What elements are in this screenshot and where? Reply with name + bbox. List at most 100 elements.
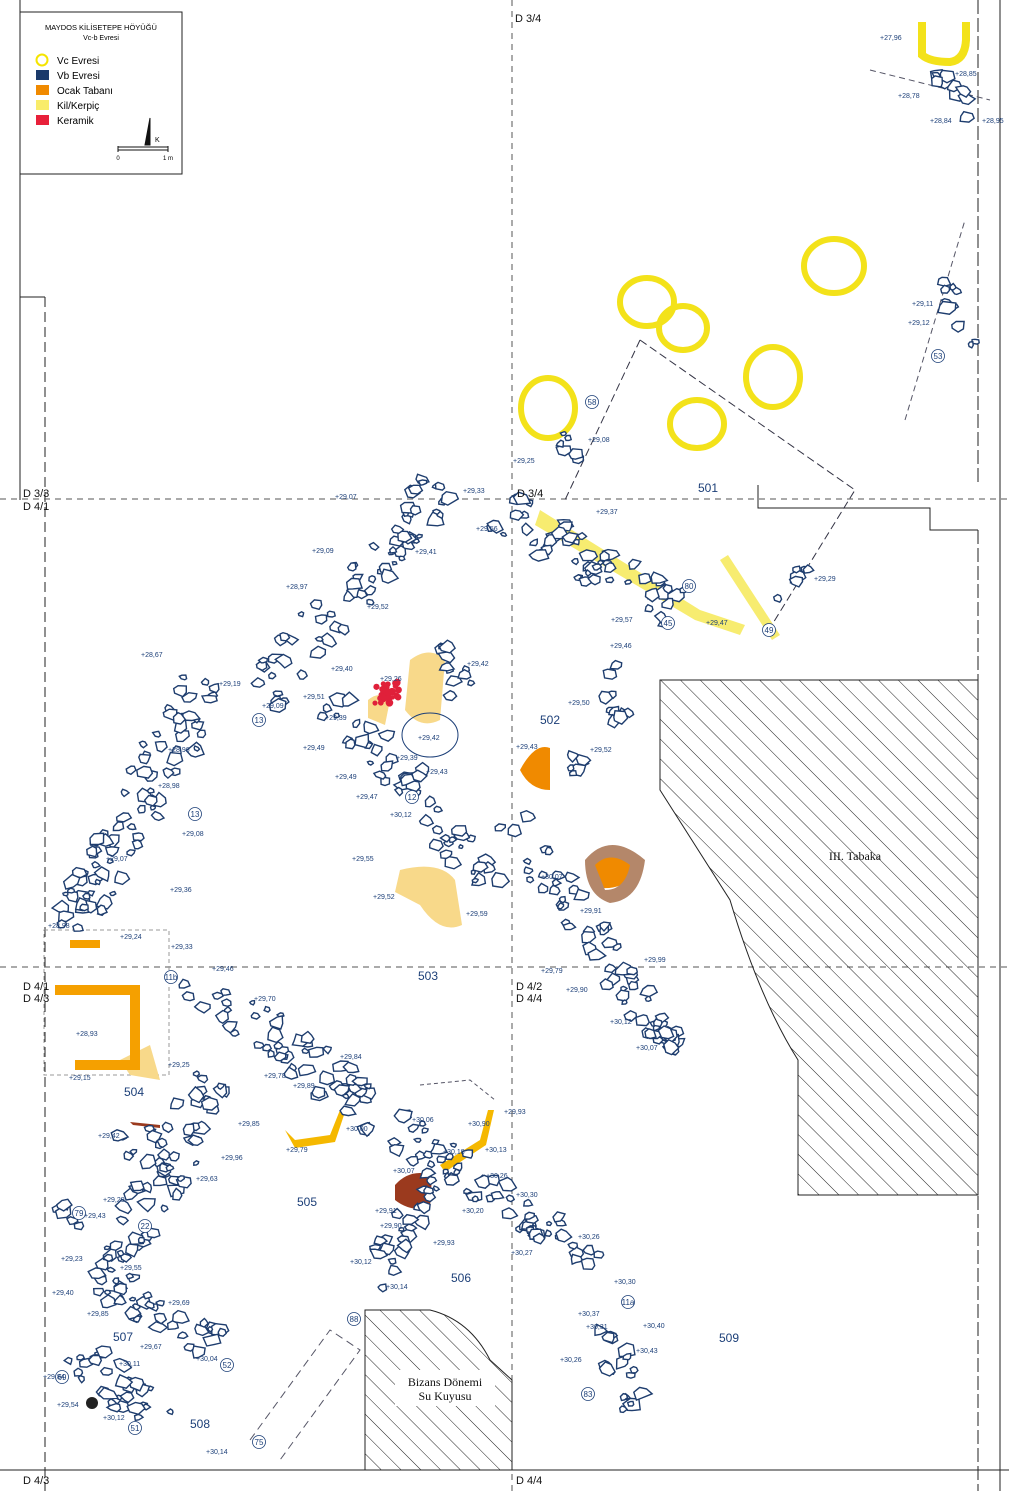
legend-swatch [36, 100, 49, 110]
grid-label: D 4/1 [23, 981, 49, 993]
stone [200, 1096, 219, 1111]
stone [471, 1195, 480, 1203]
stone [172, 711, 187, 725]
stone [407, 484, 424, 495]
stone [434, 481, 446, 491]
stone [380, 568, 400, 584]
stone [366, 598, 375, 606]
stone [490, 1190, 505, 1200]
area-number: 502 [540, 713, 560, 727]
stone [62, 891, 69, 897]
stone [626, 966, 639, 976]
stone [217, 1327, 228, 1337]
ceramic [372, 700, 378, 706]
stone [274, 653, 293, 669]
elevation: +28,96 [168, 747, 190, 754]
elevation: +28,95 [982, 118, 1004, 125]
elevation: +29,85 [87, 1311, 109, 1318]
stone [87, 1267, 107, 1280]
wall-marker [220, 1358, 234, 1372]
elevation: +30,12 [390, 812, 412, 819]
wall-marker [128, 1421, 142, 1435]
stone [62, 873, 81, 890]
grid-label: D 4/4 [516, 1475, 542, 1487]
elevation: +29,78 [264, 1073, 286, 1080]
stone [366, 760, 375, 766]
stone [126, 849, 136, 857]
elevation: +28,84 [930, 118, 952, 125]
elevation: +29,11 [912, 301, 933, 308]
deposit [585, 845, 645, 903]
stone [166, 751, 184, 767]
stone [113, 1294, 127, 1306]
wall-number: 49 [765, 626, 774, 635]
stone [123, 1150, 135, 1162]
stone [501, 1207, 519, 1220]
stone [207, 1325, 214, 1333]
stone [108, 890, 117, 897]
stone [191, 1345, 206, 1359]
stone [613, 710, 629, 725]
elevation: +30,12 [610, 1019, 632, 1026]
stone [644, 587, 660, 603]
stone [644, 603, 654, 613]
stone [599, 978, 614, 991]
elevation: +29,46 [212, 966, 234, 973]
stone [587, 573, 601, 586]
stone [657, 1025, 675, 1040]
stone [126, 1401, 146, 1416]
stone [551, 877, 563, 887]
stone [587, 947, 607, 961]
elevation: +29,90 [380, 1223, 402, 1230]
stone [57, 910, 75, 923]
stone [396, 1238, 413, 1254]
stone [257, 656, 269, 664]
stone [155, 1299, 165, 1307]
stone [193, 745, 201, 752]
stone [417, 479, 428, 486]
stone [423, 1185, 435, 1195]
wall-marker [72, 1206, 86, 1220]
stone [566, 764, 575, 772]
stone [391, 1207, 404, 1220]
stone [162, 767, 175, 780]
stone [661, 597, 674, 610]
stone [181, 991, 195, 1002]
stone [322, 1045, 333, 1055]
deposit [285, 1110, 345, 1148]
stone [398, 1226, 405, 1232]
stone [593, 1250, 605, 1259]
stone [523, 866, 534, 875]
wall-marker [661, 616, 675, 630]
stone [388, 1143, 405, 1158]
stone [444, 855, 463, 870]
stone [211, 991, 224, 1000]
wall-marker [188, 807, 202, 821]
elevation: +30,27 [511, 1250, 533, 1257]
elevation: +29,25 [168, 1062, 190, 1069]
deposit [70, 940, 100, 948]
elevation: +30,06 [412, 1117, 434, 1124]
stone [216, 1082, 226, 1090]
stone [436, 510, 444, 520]
stone [316, 711, 329, 722]
stone [507, 823, 523, 838]
wall-number: 83 [584, 1390, 593, 1399]
elevation: +29,08 [588, 437, 610, 444]
elevation: +30,26 [486, 1173, 508, 1180]
wall-marker [931, 349, 945, 363]
stone [105, 1402, 122, 1413]
stone [424, 795, 437, 808]
stone [505, 1194, 516, 1203]
elevation: +29,55 [120, 1265, 142, 1272]
stone [499, 531, 508, 538]
stone [951, 286, 963, 296]
vc-ring [518, 375, 578, 441]
stone [652, 1024, 660, 1032]
stone [314, 635, 324, 643]
stone [644, 1028, 657, 1040]
elevation: +30,43 [636, 1348, 658, 1355]
elevation: +29,29 [103, 1197, 125, 1204]
elevation: +29,63 [196, 1176, 218, 1183]
